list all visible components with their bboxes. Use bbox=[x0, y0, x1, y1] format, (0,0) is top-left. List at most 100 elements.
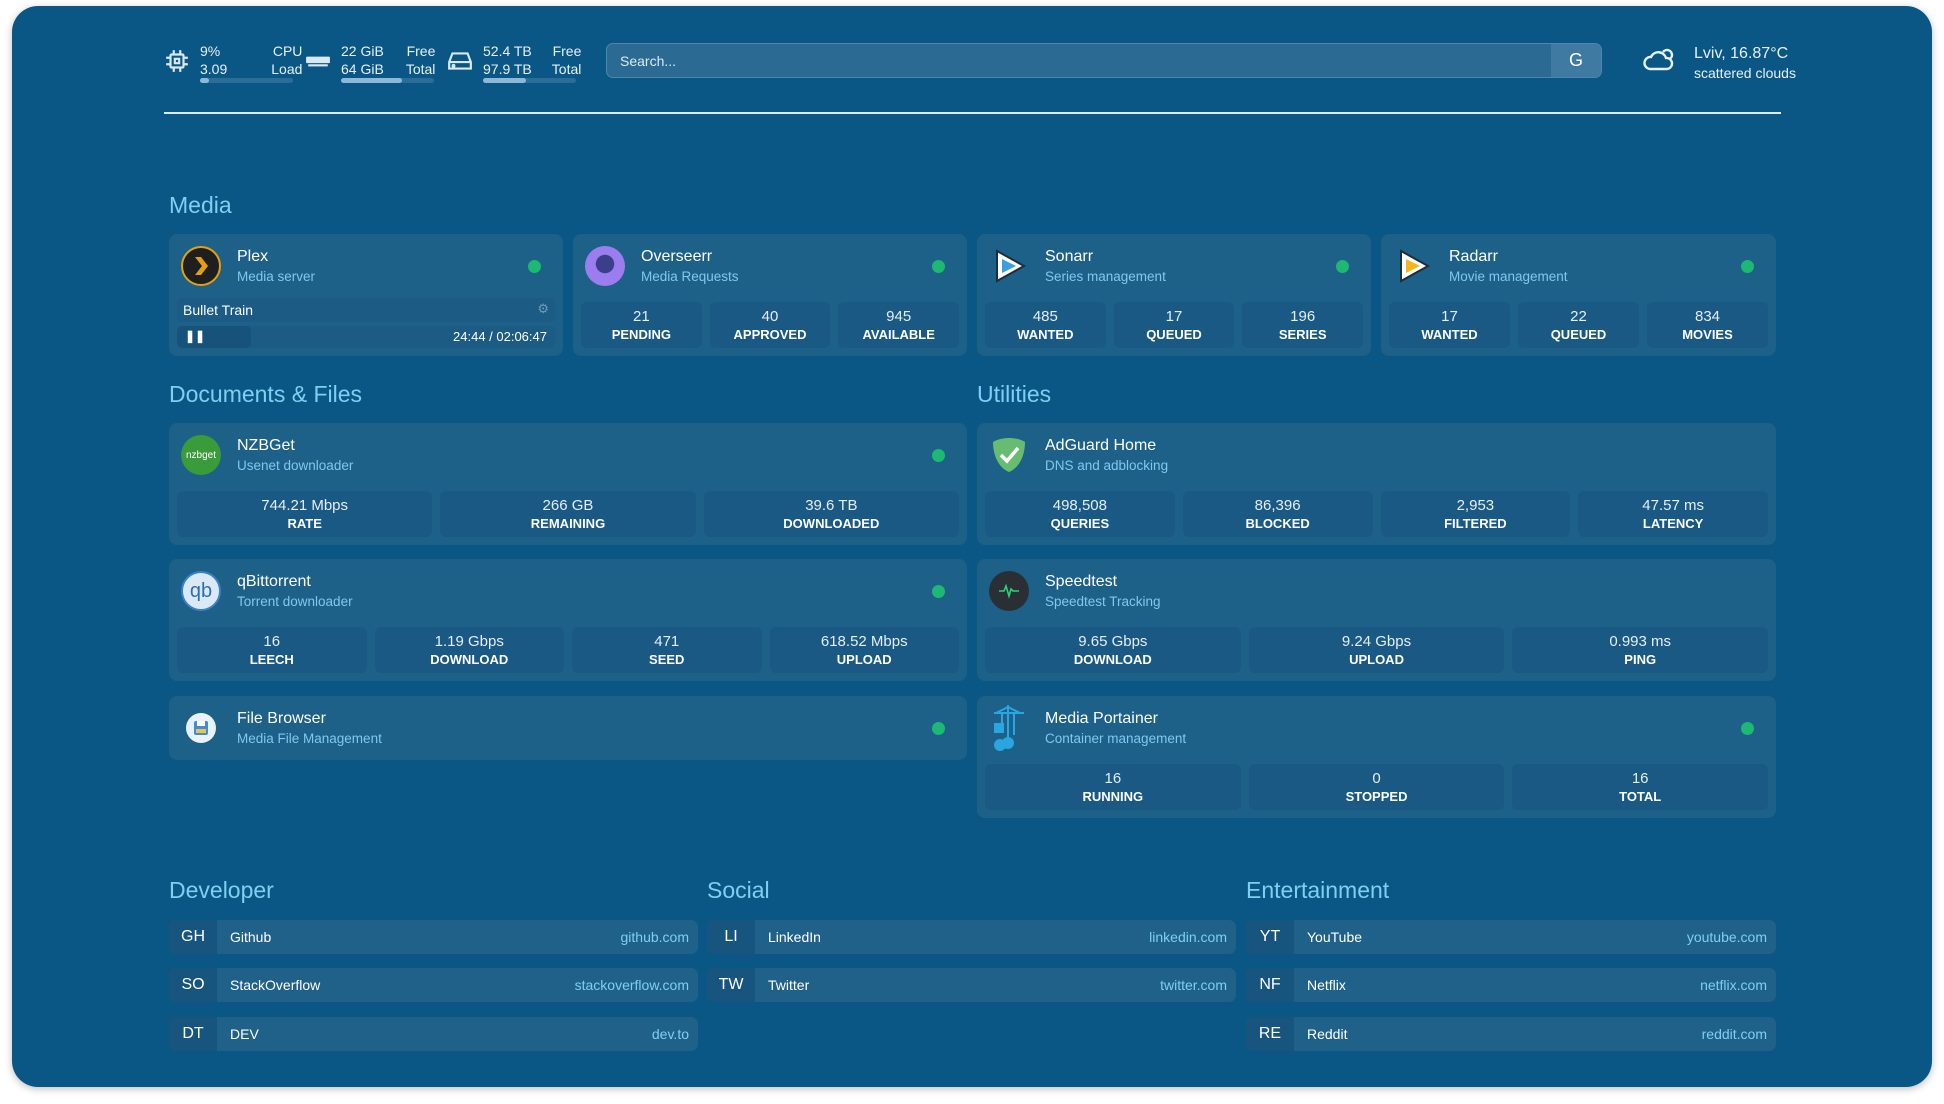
service-card-sonarr[interactable]: Sonarr Series management 485 WANTED 17 QUEU… bbox=[977, 234, 1371, 356]
stat-block: 21 PENDING bbox=[581, 302, 702, 348]
status-indicator bbox=[528, 260, 541, 273]
stats-row: 16 LEECH 1.19 Gbps DOWNLOAD 471 SEED 618.52… bbox=[177, 627, 959, 673]
free-label: Free bbox=[552, 43, 582, 59]
service-card-overseerr[interactable]: Overseerr Media Requests 21 PENDING 40 APPR… bbox=[573, 234, 967, 356]
stat-block: 22 QUEUED bbox=[1518, 302, 1639, 348]
stat-block: 17 WANTED bbox=[1389, 302, 1510, 348]
sonarr-logo-icon bbox=[989, 246, 1029, 286]
disk-usage-bar bbox=[483, 78, 576, 83]
stat-block: 266 GB REMAINING bbox=[440, 491, 696, 537]
stat-label: DOWNLOAD bbox=[430, 652, 509, 667]
cpu-usage: 9% bbox=[200, 43, 221, 59]
service-name: Sonarr bbox=[1045, 247, 1094, 265]
stat-label: PING bbox=[1624, 652, 1657, 667]
stat-value: 1.19 Gbps bbox=[434, 633, 504, 650]
bookmark-github[interactable]: GH Github github.com bbox=[169, 920, 698, 954]
bookmark-url: stackoverflow.com bbox=[574, 977, 689, 993]
bookmark-abbr: YT bbox=[1246, 920, 1294, 954]
stat-label: RUNNING bbox=[1082, 789, 1144, 804]
stat-value: 17 bbox=[1165, 308, 1183, 325]
service-card-plex[interactable]: Plex Media server Bullet Train ⚙ ❚❚ 24:44… bbox=[169, 234, 563, 356]
stat-value: 2,953 bbox=[1456, 497, 1495, 514]
bookmark-stackoverflow[interactable]: SO StackOverflow stackoverflow.com bbox=[169, 968, 698, 1002]
stat-label: QUEUED bbox=[1550, 327, 1607, 342]
service-name: Speedtest bbox=[1045, 572, 1118, 590]
stat-value: 16 bbox=[1631, 770, 1649, 787]
stat-block: 16 TOTAL bbox=[1512, 764, 1769, 810]
memory-usage-bar bbox=[341, 78, 434, 83]
service-card-radarr[interactable]: Radarr Movie management 17 WANTED 22 QUEUED… bbox=[1381, 234, 1776, 356]
search-provider-button[interactable]: G bbox=[1551, 44, 1601, 77]
bookmark-abbr: DT bbox=[169, 1017, 217, 1051]
stats-row: 17 WANTED 22 QUEUED 834 MOVIES bbox=[1389, 302, 1768, 348]
stat-label: WANTED bbox=[1421, 327, 1478, 342]
stat-label: QUERIES bbox=[1050, 516, 1110, 531]
plex-logo-icon bbox=[181, 246, 221, 286]
stat-value: 16 bbox=[1104, 770, 1122, 787]
bookmark-netflix[interactable]: NF Netflix netflix.com bbox=[1246, 968, 1776, 1002]
header-divider bbox=[164, 112, 1781, 114]
now-playing-title: Bullet Train bbox=[183, 302, 254, 318]
bookmark-url: linkedin.com bbox=[1149, 929, 1227, 945]
bookmark-url: reddit.com bbox=[1701, 1026, 1767, 1042]
bookmark-name: Reddit bbox=[1307, 1026, 1348, 1042]
radarr-logo-icon bbox=[1393, 246, 1433, 286]
section-title-utilities: Utilities bbox=[977, 381, 1052, 407]
service-description: Media Requests bbox=[641, 268, 739, 284]
stat-value: 471 bbox=[654, 633, 680, 650]
service-name: Overseerr bbox=[641, 247, 713, 265]
status-indicator bbox=[1741, 260, 1754, 273]
pause-icon[interactable]: ❚❚ bbox=[185, 329, 206, 343]
bookmark-youtube[interactable]: YT YouTube youtube.com bbox=[1246, 920, 1776, 954]
cpu-usage-bar bbox=[200, 78, 293, 83]
file-browser-logo-icon bbox=[181, 708, 221, 748]
bookmark-abbr: RE bbox=[1246, 1017, 1294, 1051]
stat-block: 1.19 Gbps DOWNLOAD bbox=[374, 627, 564, 673]
status-indicator bbox=[1336, 260, 1349, 273]
stat-block: 2,953 FILTERED bbox=[1380, 491, 1571, 537]
service-card-file-browser[interactable]: File Browser Media File Management bbox=[169, 696, 967, 760]
stat-block: 39.6 TB DOWNLOADED bbox=[703, 491, 959, 537]
bookmark-url: youtube.com bbox=[1686, 929, 1767, 945]
bookmark-group-title-entertainment: Entertainment bbox=[1246, 877, 1390, 903]
bookmark-twitter[interactable]: TW Twitter twitter.com bbox=[707, 968, 1236, 1002]
service-card-nzbget[interactable]: nzbget NZBGet Usenet downloader 744.21 Mb… bbox=[169, 423, 967, 545]
stat-value: 618.52 Mbps bbox=[820, 633, 908, 650]
stat-block: 16 RUNNING bbox=[985, 764, 1241, 810]
service-card-qbittorrent[interactable]: qb qBittorrent Torrent downloader 16 LEECH… bbox=[169, 559, 967, 681]
service-card-portainer[interactable]: Media Portainer Container management 16 RU… bbox=[977, 696, 1776, 818]
stat-label: AVAILABLE bbox=[862, 327, 935, 342]
stat-value: 16 bbox=[263, 633, 281, 650]
stat-block: 744.21 Mbps RATE bbox=[177, 491, 433, 537]
stat-block: 0 STOPPED bbox=[1248, 764, 1505, 810]
stat-block: 47.57 ms LATENCY bbox=[1578, 491, 1768, 537]
stats-row: 16 RUNNING 0 STOPPED 16 TOTAL bbox=[985, 764, 1769, 810]
stat-label: MOVIES bbox=[1682, 327, 1733, 342]
stat-value: 22 bbox=[1570, 308, 1587, 325]
total-label: Total bbox=[405, 61, 436, 77]
service-card-adguard[interactable]: AdGuard Home DNS and adblocking 498,508 QU… bbox=[977, 423, 1776, 545]
weather-condition: scattered clouds bbox=[1694, 65, 1796, 81]
bookmark-linkedin[interactable]: LI LinkedIn linkedin.com bbox=[707, 920, 1236, 954]
status-indicator bbox=[1741, 722, 1754, 735]
bookmark-url: github.com bbox=[620, 929, 689, 945]
stat-label: SERIES bbox=[1278, 327, 1327, 342]
stat-label: REMAINING bbox=[530, 516, 606, 531]
stream-settings-icon[interactable]: ⚙ bbox=[537, 301, 549, 316]
status-indicator bbox=[932, 722, 945, 735]
bookmark-dev[interactable]: DT DEV dev.to bbox=[169, 1017, 698, 1051]
disk-icon bbox=[448, 52, 472, 70]
bookmark-name: Github bbox=[230, 929, 272, 945]
bookmark-abbr: NF bbox=[1246, 968, 1294, 1002]
service-description: Movie management bbox=[1449, 268, 1568, 284]
service-card-speedtest[interactable]: Speedtest Speedtest Tracking 9.65 Gbps DOW… bbox=[977, 559, 1776, 681]
stat-label: APPROVED bbox=[733, 327, 807, 342]
search-input[interactable] bbox=[607, 44, 1551, 77]
stat-block: 196 SERIES bbox=[1242, 302, 1364, 348]
bookmark-group-title-social: Social bbox=[707, 877, 770, 903]
stat-value: 86,396 bbox=[1254, 497, 1301, 514]
stat-block: 0.993 ms PING bbox=[1512, 627, 1769, 673]
service-name: Radarr bbox=[1449, 247, 1498, 265]
memory-total: 64 GiB bbox=[341, 61, 384, 77]
bookmark-reddit[interactable]: RE Reddit reddit.com bbox=[1246, 1017, 1776, 1051]
